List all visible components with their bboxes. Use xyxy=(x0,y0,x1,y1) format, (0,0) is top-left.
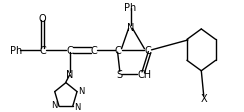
Text: N: N xyxy=(78,86,85,95)
Text: N: N xyxy=(74,102,81,111)
Text: N: N xyxy=(66,69,73,79)
Text: X: X xyxy=(200,94,207,103)
Text: Ph: Ph xyxy=(124,3,137,13)
Text: C: C xyxy=(66,45,73,55)
Text: O: O xyxy=(39,14,47,24)
Text: N: N xyxy=(51,101,58,110)
Text: C: C xyxy=(91,45,97,55)
Text: C: C xyxy=(144,45,151,55)
Text: C: C xyxy=(115,45,122,55)
Text: Ph: Ph xyxy=(10,45,22,55)
Text: N: N xyxy=(127,23,134,33)
Text: S: S xyxy=(116,69,122,79)
Text: C: C xyxy=(39,45,46,55)
Text: CH: CH xyxy=(138,69,152,79)
